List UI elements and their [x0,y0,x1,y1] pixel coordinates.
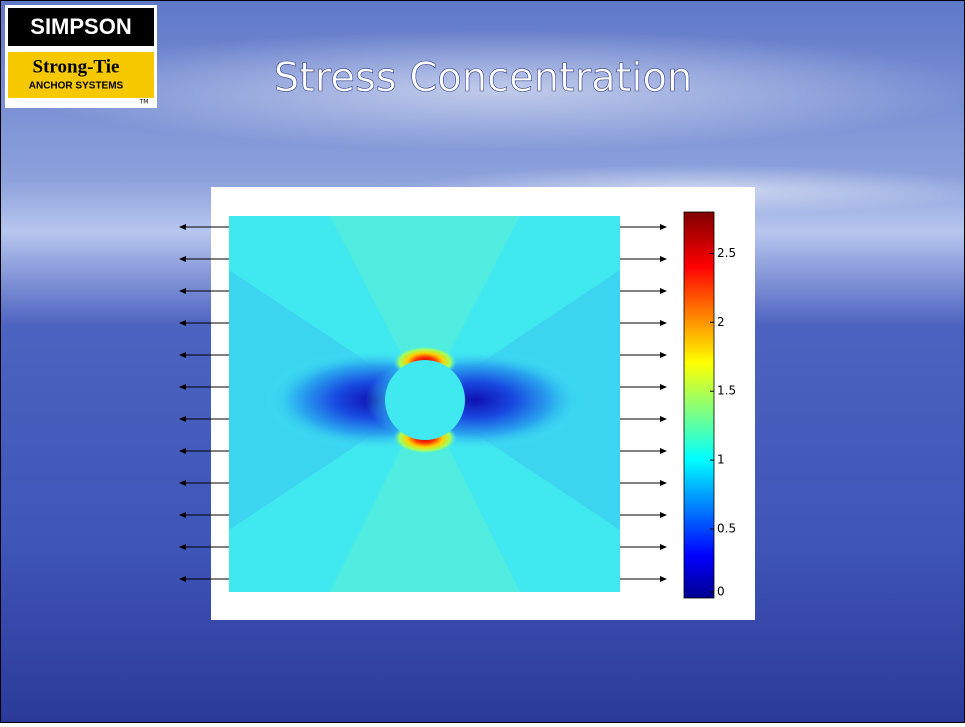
arrow-head [660,224,667,230]
arrow-head [660,544,667,550]
arrow-head [660,416,667,422]
logo-top-band [8,8,154,46]
arrow-head [179,320,186,326]
arrow-head [179,416,186,422]
arrow-head [179,288,186,294]
arrow-head [660,288,667,294]
load-arrows [179,224,667,582]
colorbar-tick-label: 1.5 [717,384,736,398]
arrow-head [660,480,667,486]
stress-field [229,216,620,592]
arrow-head [179,480,186,486]
arrow-head [660,448,667,454]
colorbar-tick-label: 1 [717,453,725,467]
arrow-head [179,352,186,358]
slide-title: Stress Concentration [274,55,693,101]
colorbar-tick-label: 2 [717,315,725,329]
arrow-head [660,576,667,582]
arrow-head [660,256,667,262]
arrow-head [179,448,186,454]
logo-top: SIMPSON [30,14,131,39]
arrow-head [660,512,667,518]
arrow-head [660,352,667,358]
arrow-head [179,384,186,390]
colorbar-tick-label: 0 [717,585,725,599]
arrow-head [179,512,186,518]
arrow-head [179,544,186,550]
colorbar-ticks: 0 0.5 1 1.5 2 2.5 [710,246,736,599]
logo-tm: TM [139,99,149,106]
cloud [20,30,965,150]
logo-bottom-band [8,52,154,98]
logo-sub: ANCHOR SYSTEMS [29,81,124,92]
logo-brand: Strong-Tie [33,56,120,77]
colorbar-tick-label: 2.5 [717,246,736,260]
arrow-head [179,256,186,262]
high-zone [330,400,520,592]
hole [385,360,465,440]
arrow-head [660,384,667,390]
arrow-head [179,576,186,582]
arrow-head [179,224,186,230]
colorbar [683,211,715,599]
arrow-head [660,320,667,326]
high-zone [330,216,520,400]
colorbar-tick-label: 0.5 [717,522,736,536]
